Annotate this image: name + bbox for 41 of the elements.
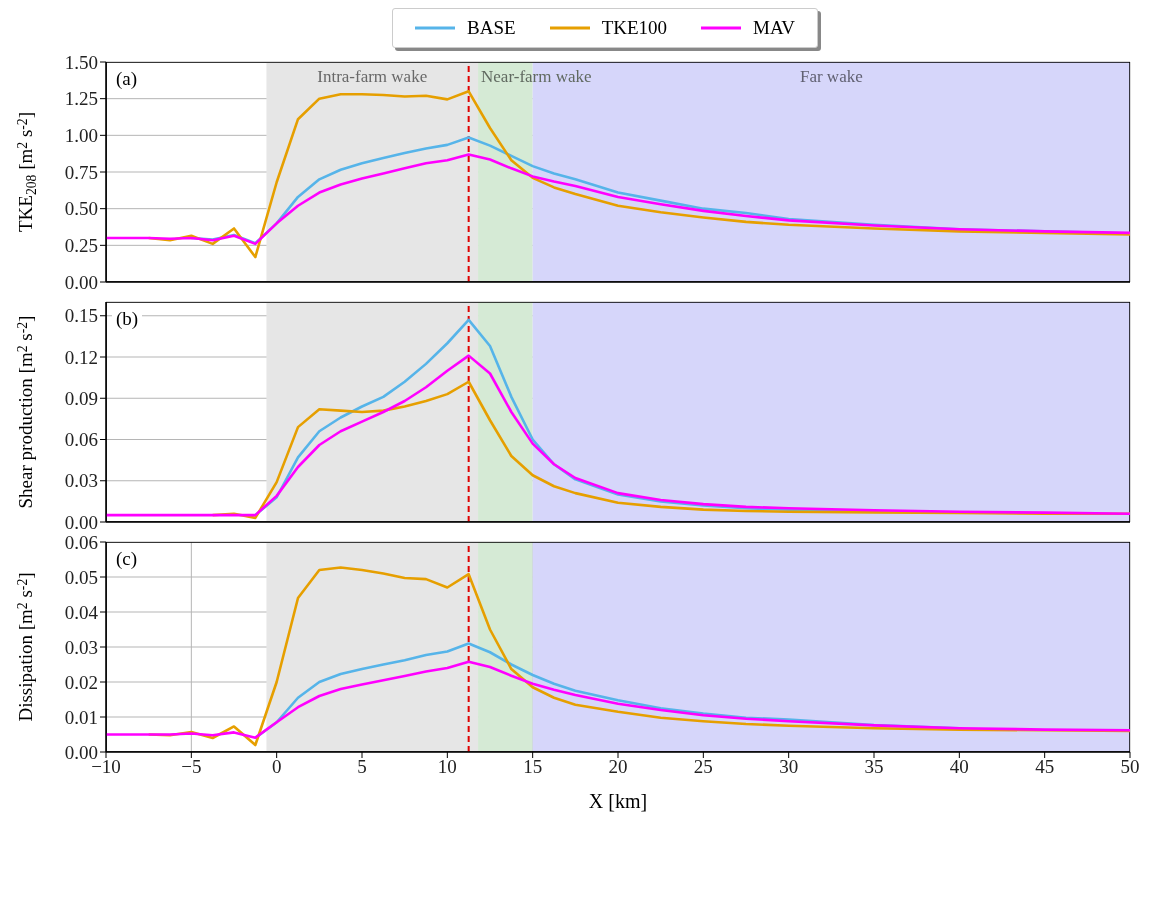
y-tick-label: 0.09 (64, 387, 98, 409)
y-tick-label: 1.25 (64, 88, 98, 110)
y-tick-label: 0.06 (64, 429, 98, 451)
y-tick-label: 0.03 (64, 470, 98, 492)
legend-label: BASE (467, 17, 516, 39)
x-tick-label: 15 (523, 756, 543, 778)
legend-label: TKE100 (601, 17, 668, 39)
annotation: (b) (112, 308, 143, 330)
y-tick-label: 0.04 (64, 601, 99, 623)
x-tick-label: 5 (357, 756, 367, 778)
y-tick-label: 0.03 (64, 636, 98, 658)
x-tick-label: 0 (271, 756, 282, 778)
x-tick-label: 50 (1120, 756, 1140, 778)
y-tick-label: 0.50 (64, 198, 98, 220)
y-tick-label: 0.75 (64, 161, 98, 183)
y-tick-label: 0.02 (64, 671, 98, 693)
x-tick-label: 30 (779, 756, 799, 778)
x-tick-label: −5 (181, 756, 202, 778)
y-tick-label: 0.05 (64, 566, 98, 588)
y-tick-label: 0.01 (64, 706, 98, 728)
legend-label: MAV (753, 17, 795, 39)
band-label: Near-farm wake (481, 67, 592, 86)
band-label: Intra-farm wake (317, 67, 428, 86)
x-tick-label: 35 (864, 756, 884, 778)
band-label: Far wake (799, 67, 863, 86)
x-tick-label: 25 (693, 756, 713, 778)
x-tick-label: 45 (1035, 756, 1055, 778)
x-tick-label: 20 (608, 756, 628, 778)
x-tick-label: 40 (949, 756, 969, 778)
y-tick-label: 1.50 (64, 51, 98, 73)
y-tick-label: 0.00 (64, 511, 98, 533)
y-tick-label: 0.25 (64, 235, 98, 257)
y-tick-label: 0.15 (64, 305, 98, 327)
x-tick-label: 10 (437, 756, 457, 778)
annotation: (c) (112, 548, 142, 570)
y-tick-label: 0.00 (64, 271, 98, 293)
y-tick-label: 1.00 (64, 125, 98, 147)
x-axis-title: X [km] (588, 790, 648, 812)
annotation: (a) (112, 68, 142, 90)
y-tick-label: 0.06 (64, 531, 98, 553)
y-tick-label: 0.12 (64, 346, 98, 368)
